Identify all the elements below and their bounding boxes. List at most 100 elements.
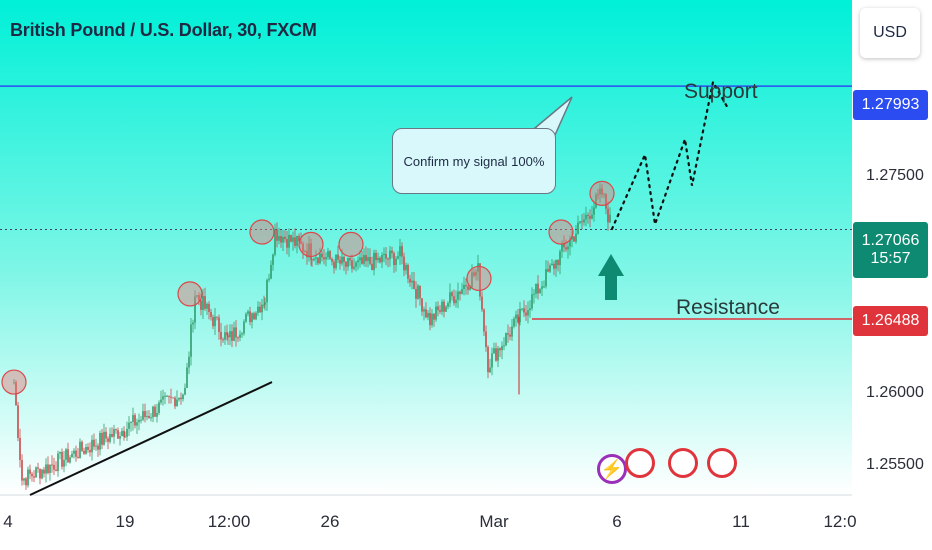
candle-body: [190, 324, 192, 357]
candle-body: [198, 295, 200, 301]
candle-body: [272, 254, 274, 265]
trendline: [29, 381, 273, 496]
swing-high-marker: [177, 281, 203, 307]
candle-body: [433, 313, 435, 320]
candle-body: [13, 382, 15, 384]
x-tick-label: 19: [115, 512, 135, 531]
candle-body: [381, 255, 383, 263]
candle-body: [77, 456, 79, 458]
candle-body: [35, 467, 37, 478]
candle-body: [399, 246, 401, 257]
candle-body: [361, 257, 363, 264]
swing-high-marker: [466, 265, 492, 292]
candle-body: [214, 316, 216, 327]
candle-body: [45, 464, 47, 474]
candle-body: [515, 314, 517, 319]
candle-body: [67, 449, 69, 463]
x-tick-label: 6: [612, 512, 622, 531]
candle-body: [597, 194, 599, 196]
candle-body: [409, 278, 411, 283]
candle-body: [593, 207, 595, 215]
candle-body: [21, 459, 23, 481]
candle-body: [439, 310, 441, 312]
candle-body: [192, 322, 194, 325]
candle-body: [425, 309, 427, 318]
candle-body: [196, 295, 198, 297]
candle-body: [162, 396, 164, 400]
candle-body: [467, 286, 469, 290]
candle-body: [136, 422, 138, 426]
candle-body: [235, 327, 237, 338]
candle-body: [329, 251, 331, 259]
currency-button[interactable]: USD: [860, 8, 920, 58]
candle-body: [19, 437, 21, 460]
candle-body: [79, 441, 81, 458]
candle-body: [117, 430, 119, 439]
candle-body: [397, 256, 399, 259]
candle-body: [43, 469, 45, 474]
candle-body: [339, 259, 341, 264]
candle-body: [251, 313, 253, 323]
y-tick-label: 1.26000: [866, 384, 924, 401]
candle-body: [545, 269, 547, 287]
candle-body: [107, 438, 109, 442]
candle-body: [71, 453, 73, 458]
candle-body: [603, 193, 605, 195]
candle-body: [65, 449, 67, 460]
us-flag-icon[interactable]: [707, 448, 737, 478]
candle-body: [124, 436, 126, 438]
us-flag-icon[interactable]: [625, 448, 655, 478]
candle-body: [266, 279, 268, 303]
candle-body: [583, 219, 585, 223]
candle-body: [343, 256, 345, 262]
candle-body: [91, 439, 93, 453]
candle-body: [17, 405, 19, 438]
candle-body: [359, 257, 361, 261]
candle-body: [481, 296, 483, 310]
candle-body: [206, 303, 208, 309]
candle-body: [109, 434, 111, 442]
y-tick-label: 1.25500: [866, 456, 924, 473]
candle-body: [503, 345, 505, 347]
current-price-tag: 1.27066 15:57: [853, 222, 928, 278]
candle-body: [357, 260, 359, 263]
candle-body: [457, 291, 459, 300]
candle-body: [39, 468, 41, 479]
candle-body: [321, 253, 323, 258]
candle-body: [531, 294, 533, 309]
candle-body: [105, 431, 107, 439]
candle-body: [220, 332, 222, 340]
candle-body: [306, 250, 308, 258]
candle-body: [445, 306, 447, 312]
candle-body: [308, 243, 310, 258]
resistance-label: Resistance: [676, 296, 780, 319]
x-tick-label: 26: [320, 512, 340, 531]
us-flag-icon[interactable]: [668, 448, 698, 478]
candle-body: [278, 235, 280, 241]
chart-background: [0, 0, 852, 495]
candle-body: [146, 415, 148, 418]
candle-body: [459, 291, 461, 294]
candle-body: [367, 257, 369, 262]
current-price-value: 1.27066: [861, 232, 920, 249]
candle-body: [573, 236, 575, 242]
candle-body: [395, 258, 397, 266]
candle-body: [87, 446, 89, 450]
candle-body: [296, 236, 298, 246]
candle-body: [172, 397, 174, 399]
candle-body: [375, 252, 377, 261]
candle-body: [154, 406, 156, 417]
candle-body: [319, 253, 321, 264]
candle-body: [182, 394, 184, 400]
candle-body: [489, 367, 491, 373]
candle-body: [176, 399, 178, 407]
candle-body: [523, 308, 525, 313]
lightning-icon[interactable]: ⚡: [597, 454, 627, 484]
candle-body: [311, 259, 313, 261]
candle-body: [471, 272, 473, 288]
x-tick-label: 11: [732, 512, 750, 531]
candle-body: [441, 301, 443, 312]
candle-body: [286, 239, 288, 248]
candle-body: [525, 312, 527, 316]
